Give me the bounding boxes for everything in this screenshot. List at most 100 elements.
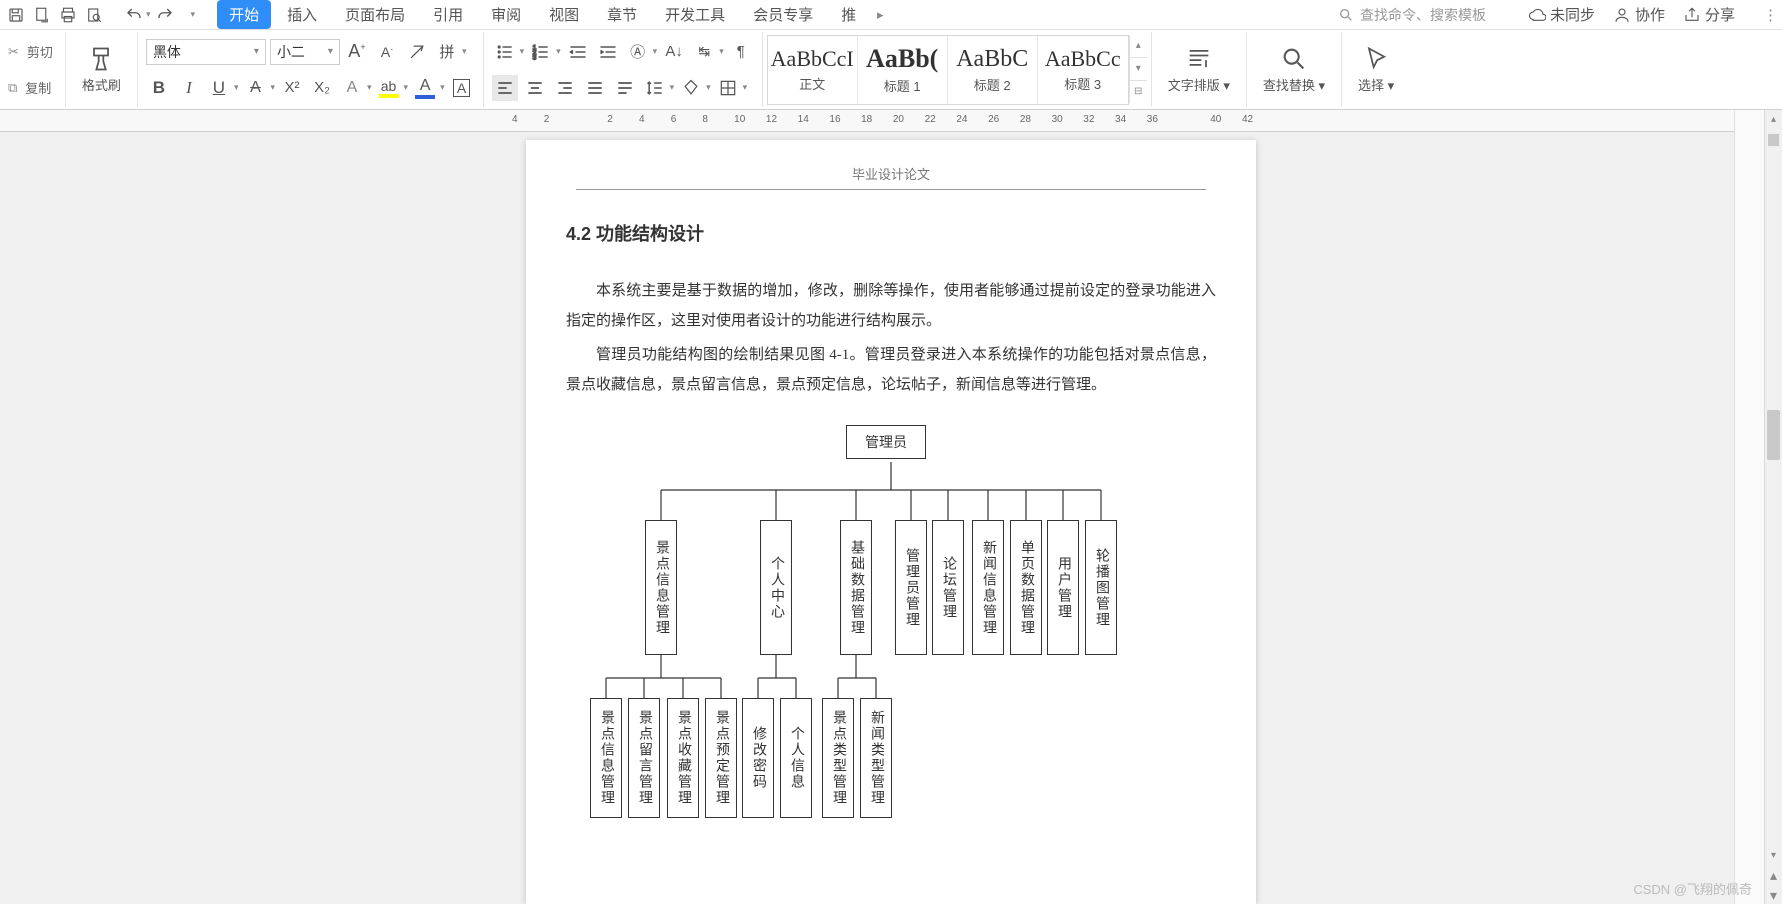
clear-format-icon[interactable] <box>404 39 430 65</box>
paragraph-group: ▾ 123▾ Ⓐ▾ A↓ ↹▾ ¶ ▾ ▾ ▾ <box>484 32 763 107</box>
bold-icon[interactable]: B <box>146 75 172 101</box>
tab-view[interactable]: 视图 <box>537 0 591 29</box>
para-settings-icon[interactable]: ↹ <box>691 39 717 65</box>
format-painter-button[interactable]: 格式刷 <box>74 41 129 98</box>
line-spacing-icon[interactable] <box>642 75 668 101</box>
tab-review[interactable]: 审阅 <box>479 0 533 29</box>
print-preview-icon[interactable] <box>82 3 106 27</box>
new-doc-icon[interactable] <box>30 3 54 27</box>
share-button[interactable]: 分享 <box>1683 4 1735 25</box>
side-tool-icon[interactable] <box>1739 120 1761 142</box>
right-side-panel <box>1734 110 1764 904</box>
watermark: CSDN @飞翔的佩奇 <box>1633 879 1752 898</box>
decrease-indent-icon[interactable] <box>565 39 591 65</box>
prev-page-icon[interactable]: ▴ <box>1765 866 1782 884</box>
font-group: 黑体▾ 小二▾ A+ A- 拼▾ B I U▾ A▾ X² X₂ A▾ ab▾ … <box>138 32 484 107</box>
diagram-l1-node: 新闻信息管理 <box>972 520 1004 655</box>
find-replace-button[interactable]: 查找替换 ▾ <box>1255 41 1333 98</box>
superscript-icon[interactable]: X² <box>279 75 305 101</box>
scroll-down-icon[interactable]: ▾ <box>1765 846 1782 864</box>
cut-button[interactable]: 剪切 <box>23 40 57 63</box>
vertical-scrollbar[interactable]: ▴ ▾ ▴ ▾ <box>1764 110 1782 904</box>
style-heading1[interactable]: AaBb(标题 1 <box>858 36 948 104</box>
ruler-tick: 16 <box>829 114 840 125</box>
diagram-l1-node: 景点信息管理 <box>645 520 677 655</box>
pinyin-guide-icon[interactable]: 拼 <box>434 39 460 65</box>
diagram-l2-node: 修改密码 <box>742 698 774 818</box>
align-distribute-icon[interactable] <box>612 75 638 101</box>
collab-button[interactable]: 协作 <box>1613 4 1665 25</box>
document-area: 42246810121416182022242628303234364042 毕… <box>0 110 1782 904</box>
redo-icon[interactable] <box>153 3 177 27</box>
tab-insert[interactable]: 插入 <box>275 0 329 29</box>
shading-icon[interactable] <box>678 75 704 101</box>
style-expand-icon[interactable]: ⊟ <box>1130 81 1147 103</box>
text-effects-icon[interactable]: A <box>339 75 365 101</box>
copy-button[interactable]: 复制 <box>21 76 55 99</box>
strikethrough-icon[interactable]: A <box>242 75 268 101</box>
tab-references[interactable]: 引用 <box>421 0 475 29</box>
numbered-list-icon[interactable]: 123 <box>528 39 554 65</box>
style-heading2[interactable]: AaBbC标题 2 <box>948 36 1038 104</box>
select-button[interactable]: 选择 ▾ <box>1350 41 1402 98</box>
style-scroll-down-icon[interactable]: ▾ <box>1130 58 1147 81</box>
save-icon[interactable] <box>4 3 28 27</box>
ribbon-tabs: 开始 插入 页面布局 引用 审阅 视图 章节 开发工具 会员专享 推 <box>217 0 868 29</box>
tab-developer[interactable]: 开发工具 <box>653 0 737 29</box>
style-normal[interactable]: AaBbCcI正文 <box>768 36 858 104</box>
next-page-icon[interactable]: ▾ <box>1765 886 1782 904</box>
sort-icon[interactable]: A↓ <box>661 39 687 65</box>
ruler-tick: 28 <box>1020 114 1031 125</box>
style-scroll-up-icon[interactable]: ▴ <box>1130 35 1147 58</box>
char-border-icon[interactable]: A <box>449 75 475 101</box>
font-size-select[interactable]: 小二▾ <box>270 39 340 65</box>
font-name-value: 黑体 <box>153 42 181 62</box>
tabs-scroll-right-icon[interactable]: ▸ <box>870 7 890 23</box>
style-gallery-scroll: ▴ ▾ ⊟ <box>1129 35 1147 103</box>
tab-recommend[interactable]: 推 <box>829 0 868 29</box>
tab-member[interactable]: 会员专享 <box>741 0 825 29</box>
underline-icon[interactable]: U <box>206 75 232 101</box>
font-color-icon[interactable]: A <box>412 75 438 101</box>
undo-icon[interactable] <box>122 3 146 27</box>
highlight-icon[interactable]: ab <box>376 75 402 101</box>
decrease-font-icon[interactable]: A- <box>374 39 400 65</box>
subscript-icon[interactable]: X₂ <box>309 75 335 101</box>
show-marks-icon[interactable]: ¶ <box>728 39 754 65</box>
scroll-up-icon[interactable]: ▴ <box>1765 110 1782 128</box>
tab-pagelayout[interactable]: 页面布局 <box>333 0 417 29</box>
ruler-tick: 12 <box>766 114 777 125</box>
align-justify-icon[interactable] <box>582 75 608 101</box>
diagram-l2-node: 景点信息管理 <box>590 698 622 818</box>
increase-indent-icon[interactable] <box>595 39 621 65</box>
diagram-l1-node: 单页数据管理 <box>1010 520 1042 655</box>
align-left-icon[interactable] <box>492 75 518 101</box>
qat-dropdown[interactable]: ▾ <box>191 9 196 20</box>
style-heading3[interactable]: AaBbCc标题 3 <box>1038 36 1128 104</box>
sync-button[interactable]: 未同步 <box>1528 4 1595 25</box>
document-page[interactable]: 毕业设计论文 4.2 功能结构设计 本系统主要是基于数据的增加，修改，删除等操作… <box>526 140 1256 904</box>
print-icon[interactable] <box>56 3 80 27</box>
tab-start[interactable]: 开始 <box>217 0 271 29</box>
scroll-thumb[interactable] <box>1767 410 1780 460</box>
cut-icon: ✂ <box>8 44 19 60</box>
text-layout-button[interactable]: 文字排版 ▾ <box>1160 41 1238 98</box>
italic-icon[interactable]: I <box>176 75 202 101</box>
align-right-icon[interactable] <box>552 75 578 101</box>
section-title: 4.2 功能结构设计 <box>566 220 1216 246</box>
increase-font-icon[interactable]: A+ <box>344 39 370 65</box>
undo-dropdown[interactable]: ▾ <box>146 9 151 20</box>
paragraph-1: 本系统主要是基于数据的增加，修改，删除等操作，使用者能够通过提前设定的登录功能进… <box>566 276 1216 336</box>
font-name-select[interactable]: 黑体▾ <box>146 39 266 65</box>
ruler-tick: 32 <box>1083 114 1094 125</box>
command-search[interactable]: 查找命令、搜索模板 <box>1338 5 1486 25</box>
horizontal-ruler[interactable]: 42246810121416182022242628303234364042 <box>0 110 1762 132</box>
clipboard-group: ✂ 剪切 ⧉ 复制 <box>0 32 66 107</box>
align-center-icon[interactable] <box>522 75 548 101</box>
tab-sections[interactable]: 章节 <box>595 0 649 29</box>
asian-layout-icon[interactable]: Ⓐ <box>625 39 651 65</box>
select-group: 选择 ▾ <box>1342 32 1410 107</box>
borders-icon[interactable] <box>715 75 741 101</box>
more-menu-icon[interactable]: ⋮ <box>1763 6 1778 24</box>
bullet-list-icon[interactable] <box>492 39 518 65</box>
